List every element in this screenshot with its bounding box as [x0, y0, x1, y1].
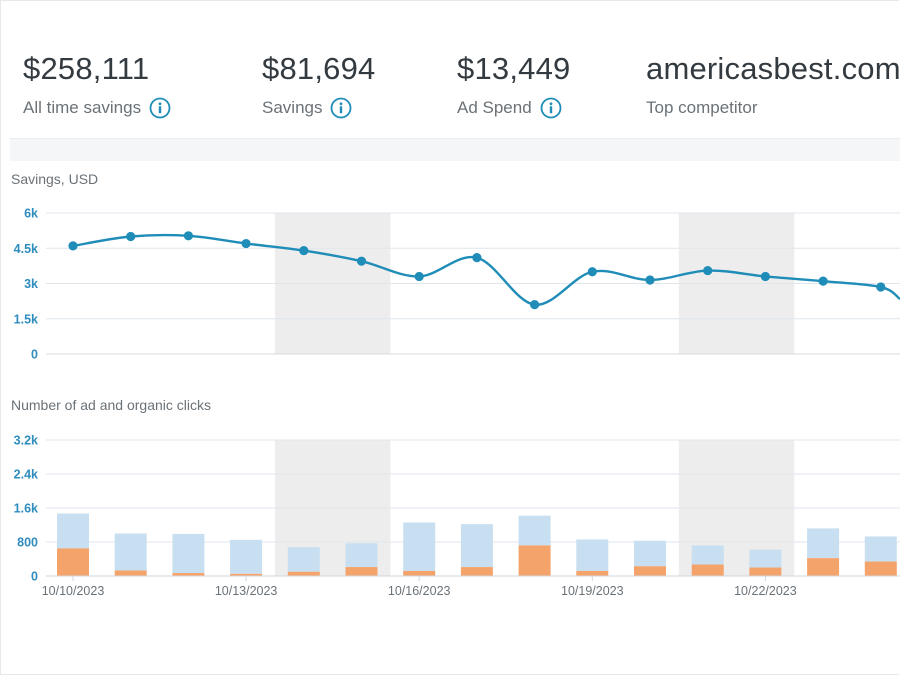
data-point: [530, 300, 540, 310]
bar-organic-clicks: [691, 545, 724, 565]
data-point: [299, 246, 309, 256]
bar-ad-clicks: [576, 570, 609, 576]
bar-organic-clicks: [460, 524, 493, 568]
data-point: [645, 275, 655, 285]
bar-organic-clicks: [114, 533, 147, 571]
kpi-label: All time savings: [23, 98, 142, 117]
clicks-bar-chart: 0 800 1.6k 2.4k 3.2k 10/10/2023 10/13/2023 10/1…: [14, 434, 900, 598]
data-point: [414, 271, 424, 282]
data-point: [241, 238, 251, 249]
data-point: [587, 267, 597, 277]
bar-organic-clicks: [287, 547, 320, 572]
bar-organic-clicks: [807, 528, 840, 559]
data-point: [876, 282, 886, 292]
data-point: [68, 241, 78, 251]
section-divider: [10, 138, 900, 161]
bar-organic-clicks: [576, 539, 609, 571]
y-tick-label: 3.2k: [14, 434, 38, 448]
bar-organic-clicks: [345, 543, 378, 568]
data-point: [183, 231, 193, 241]
y-tick-label: 1.6k: [14, 502, 38, 516]
kpi-value: $81,694: [262, 51, 376, 86]
info-icon[interactable]: [540, 97, 562, 119]
x-tick-label: 10/13/2023: [215, 584, 278, 598]
data-point: [818, 276, 828, 286]
data-point: [472, 253, 482, 263]
y-tick-label: 2.4k: [14, 468, 38, 482]
kpi-label: Savings: [262, 98, 323, 117]
kpi-label: Top competitor: [646, 98, 758, 117]
y-tick-label: 800: [17, 536, 38, 550]
bar-ad-clicks: [403, 570, 436, 576]
y-tick-label: 6k: [24, 207, 38, 221]
bar-ad-clicks: [460, 567, 493, 576]
kpi-top-competitor: americasbest.com Top competitor: [646, 50, 900, 119]
bar-organic-clicks: [634, 540, 666, 567]
info-icon[interactable]: [330, 97, 352, 119]
bar-ad-clicks: [114, 570, 147, 576]
bar-organic-clicks: [749, 549, 782, 568]
bar-ad-clicks: [518, 545, 551, 576]
bar-ad-clicks: [230, 573, 263, 576]
kpi-ad-spend: $13,449 Ad Spend: [457, 50, 570, 119]
x-tick-label: 10/10/2023: [42, 584, 105, 598]
kpi-label: Ad Spend: [457, 98, 532, 117]
bar-organic-clicks: [403, 522, 436, 571]
y-tick-label: 0: [31, 348, 38, 362]
bar-ad-clicks: [634, 566, 666, 576]
bar-organic-clicks: [57, 513, 89, 549]
bar-organic-clicks: [864, 536, 897, 562]
kpi-value: $13,449: [457, 51, 571, 86]
x-tick-label: 10/22/2023: [734, 584, 797, 598]
kpi-savings: $81,694 Savings: [262, 50, 375, 119]
data-point: [760, 271, 771, 282]
bar-organic-clicks: [230, 539, 263, 574]
bar-ad-clicks: [749, 567, 782, 576]
clicks-chart-title: Number of ad and organic clicks: [11, 397, 211, 413]
kpi-value: americasbest.com: [646, 51, 900, 86]
kpi-value: $258,111: [23, 51, 150, 86]
bar-ad-clicks: [691, 564, 724, 576]
x-tick-label: 10/19/2023: [561, 584, 624, 598]
y-tick-label: 4.5k: [14, 242, 38, 256]
bar-ad-clicks: [807, 558, 840, 576]
bar-ad-clicks: [172, 573, 205, 576]
bar-ad-clicks: [345, 567, 378, 576]
bar-ad-clicks: [57, 548, 89, 576]
info-icon[interactable]: [149, 97, 171, 119]
data-point: [703, 265, 713, 276]
y-tick-label: 1.5k: [14, 312, 38, 326]
kpi-all-time-savings: $258,111 All time savings: [23, 50, 171, 119]
y-tick-label: 3k: [24, 277, 38, 291]
series-line: [72, 233, 900, 306]
x-tick-label: 10/16/2023: [388, 584, 451, 598]
savings-line-chart: 0 1.5k 3k 4.5k 6k: [14, 207, 900, 362]
bar-ad-clicks: [287, 571, 320, 576]
y-tick-label: 0: [31, 570, 38, 584]
data-point: [356, 256, 367, 266]
bar-organic-clicks: [518, 515, 551, 546]
data-point: [126, 231, 136, 242]
bar-ad-clicks: [864, 561, 897, 576]
bar-organic-clicks: [172, 533, 205, 574]
savings-chart-title: Savings, USD: [11, 171, 99, 187]
